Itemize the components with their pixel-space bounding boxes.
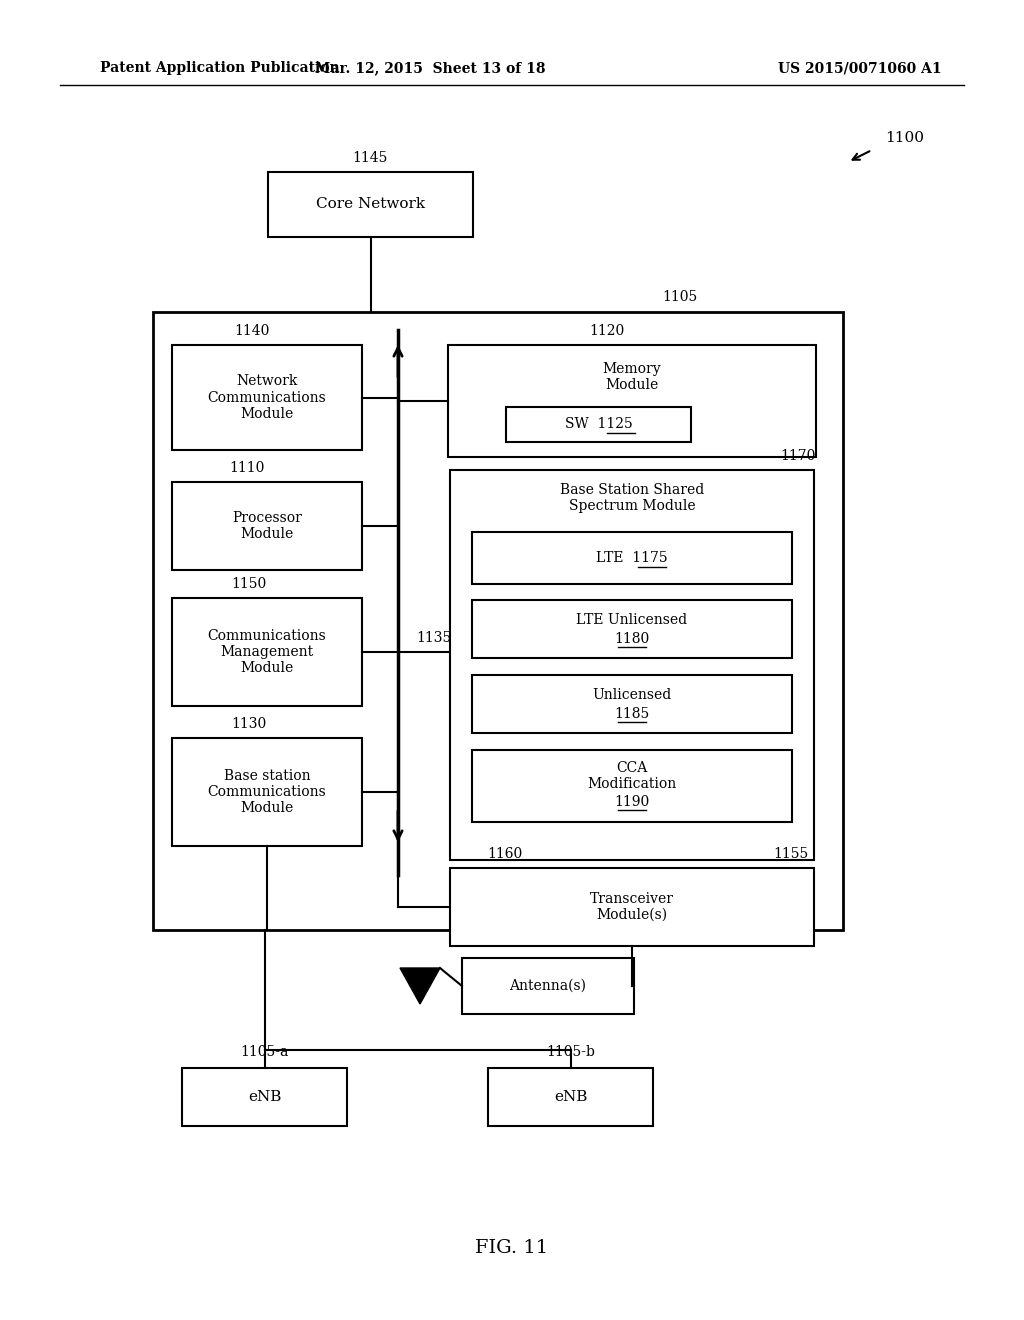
Polygon shape [400, 968, 440, 1005]
Text: Unlicensed: Unlicensed [592, 688, 672, 702]
Text: 1140: 1140 [234, 323, 269, 338]
Text: Transceiver
Module(s): Transceiver Module(s) [590, 892, 674, 923]
Text: 1185: 1185 [614, 708, 649, 721]
Text: 1180: 1180 [614, 632, 649, 645]
Bar [172, 345, 362, 450]
Bar [472, 750, 792, 822]
Text: Antenna(s): Antenna(s) [510, 979, 587, 993]
Text: LTE Unlicensed: LTE Unlicensed [577, 612, 687, 627]
Text: CCA
Modification: CCA Modification [588, 760, 677, 791]
Text: Base station
Communications
Module: Base station Communications Module [208, 768, 327, 816]
Text: Base Station Shared
Spectrum Module: Base Station Shared Spectrum Module [560, 483, 705, 513]
Bar [488, 1068, 653, 1126]
Bar [462, 958, 634, 1014]
Text: 1190: 1190 [614, 795, 649, 809]
Text: eNB: eNB [248, 1090, 282, 1104]
Bar [153, 312, 843, 931]
Text: 1155: 1155 [774, 847, 809, 861]
Text: Patent Application Publication: Patent Application Publication [100, 61, 340, 75]
Text: US 2015/0071060 A1: US 2015/0071060 A1 [778, 61, 942, 75]
Text: FIG. 11: FIG. 11 [475, 1239, 549, 1257]
Text: Communications
Management
Module: Communications Management Module [208, 628, 327, 676]
Bar [450, 470, 814, 861]
Bar [172, 598, 362, 706]
Text: 1105-a: 1105-a [241, 1045, 289, 1059]
Bar [182, 1068, 347, 1126]
Text: LTE  1175: LTE 1175 [596, 550, 668, 565]
Text: 1130: 1130 [231, 717, 266, 731]
Text: Core Network: Core Network [316, 198, 425, 211]
Bar [506, 407, 691, 442]
Text: 1160: 1160 [487, 847, 522, 861]
Text: 1120: 1120 [590, 323, 625, 338]
Text: Memory
Module: Memory Module [603, 362, 662, 392]
Text: 1145: 1145 [353, 150, 388, 165]
Bar [449, 345, 816, 457]
Text: eNB: eNB [554, 1090, 587, 1104]
Text: 1105: 1105 [663, 290, 697, 304]
Text: 1135: 1135 [416, 631, 452, 645]
Bar [472, 601, 792, 657]
Text: 1110: 1110 [229, 461, 264, 475]
Text: 1170: 1170 [780, 449, 816, 463]
Text: 1105-b: 1105-b [546, 1045, 595, 1059]
Text: SW  1125: SW 1125 [564, 417, 633, 432]
Text: 1150: 1150 [231, 577, 266, 591]
Bar [268, 172, 473, 238]
Text: Mar. 12, 2015  Sheet 13 of 18: Mar. 12, 2015 Sheet 13 of 18 [314, 61, 545, 75]
Text: Processor
Module: Processor Module [232, 511, 302, 541]
Bar [172, 482, 362, 570]
Bar [472, 532, 792, 583]
Bar [450, 869, 814, 946]
Text: Network
Communications
Module: Network Communications Module [208, 375, 327, 421]
Text: 1100: 1100 [885, 131, 924, 145]
Bar [172, 738, 362, 846]
Bar [472, 675, 792, 733]
